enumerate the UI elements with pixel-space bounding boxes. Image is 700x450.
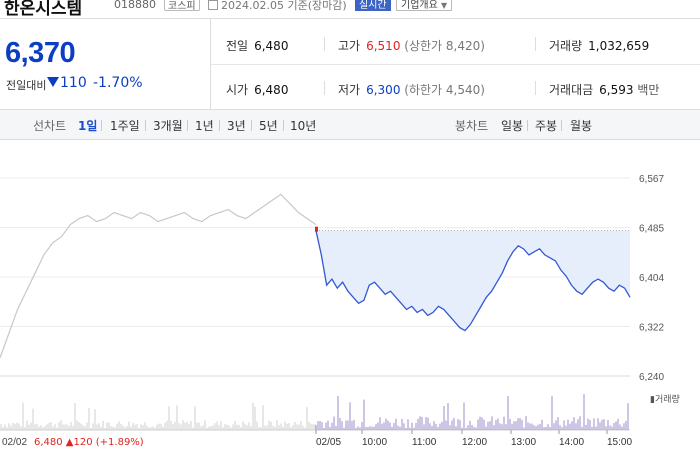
- toolbar-divider: [145, 120, 146, 131]
- stock-header: 한온시스템 018880 코스피 2024.02.05 기준(장마감) 실시간 …: [0, 0, 700, 19]
- calendar-icon: [208, 0, 218, 10]
- realtime-button[interactable]: 실시간: [355, 0, 391, 11]
- volume: 거래량 1,032,659: [549, 37, 649, 54]
- today-line: [315, 230, 631, 332]
- amount-unit: 백만: [637, 83, 660, 97]
- base-date: 2024.02.05 기준(장마감): [208, 0, 347, 13]
- company-info-label: 기업개요: [401, 0, 438, 11]
- summary-row-divider: [210, 64, 700, 65]
- volume-label: 거래량: [549, 39, 583, 53]
- current-price: 6,370: [5, 37, 76, 69]
- x-tick-label: 10:00: [362, 437, 387, 448]
- open-value: 6,480: [254, 83, 289, 97]
- x-tick-label: 12:00: [462, 437, 487, 448]
- change-label: 전일대비: [6, 79, 47, 92]
- company-info-dropdown[interactable]: 기업개요 ▼: [396, 0, 453, 11]
- candle-chart-label: 봉차트: [455, 119, 489, 133]
- prev-day-date: 02/02: [2, 437, 27, 448]
- period-1d[interactable]: 1일: [78, 119, 98, 133]
- y-tick-label: 6,240: [639, 372, 664, 383]
- y-tick-label: 6,485: [639, 224, 664, 235]
- volume-label: ▮거래량: [650, 393, 680, 405]
- lower-limit: (하한가 4,540): [404, 83, 485, 97]
- x-tick-label: 11:00: [412, 437, 437, 448]
- period-3y[interactable]: 3년: [227, 119, 246, 133]
- y-tick-label: 6,404: [639, 273, 664, 284]
- cell-divider: [324, 37, 325, 51]
- period-1y[interactable]: 1년: [195, 119, 214, 133]
- period-10y[interactable]: 10년: [290, 119, 317, 133]
- volume-value: 1,032,659: [588, 39, 650, 53]
- stock-code: 018880: [114, 0, 156, 11]
- amount-value: 6,593: [599, 83, 634, 97]
- cell-divider: [535, 37, 536, 51]
- toolbar-divider: [561, 120, 562, 131]
- trade-amount: 거래대금 6,593 백만: [549, 81, 659, 98]
- x-tick-label: 13:00: [511, 437, 536, 448]
- toolbar-divider: [101, 120, 102, 131]
- period-3m[interactable]: 3개월: [153, 119, 183, 133]
- price-summary: 6,370 전일대비 110 -1.70% 전일 6,480 고가 6,510 (상…: [0, 18, 700, 110]
- prev-day-change: 6,480 ▲120 (+1.89%): [34, 437, 144, 448]
- toolbar-divider: [187, 120, 188, 131]
- toolbar-divider: [527, 120, 528, 131]
- upper-limit: (상한가 8,420): [404, 39, 485, 53]
- toolbar-divider: [283, 120, 284, 131]
- chart-grid: [0, 177, 630, 434]
- x-tick-label: 02/05: [316, 437, 341, 448]
- change-value: 110: [47, 75, 87, 91]
- candle-monthly[interactable]: 월봉: [570, 119, 593, 133]
- candle-weekly[interactable]: 주봉: [535, 119, 558, 133]
- amount-label: 거래대금: [549, 83, 594, 97]
- x-tick-label: 14:00: [559, 437, 584, 448]
- candle-daily[interactable]: 일봉: [501, 119, 524, 133]
- toolbar-divider: [251, 120, 252, 131]
- y-tick-label: 6,322: [639, 323, 664, 334]
- change-amount: 110: [60, 75, 87, 91]
- low-value: 6,300: [366, 83, 401, 97]
- market-badge: 코스피: [164, 0, 200, 12]
- period-1w[interactable]: 1주일: [110, 119, 140, 133]
- prev-day-line: [0, 193, 317, 359]
- change-percent: -1.70%: [93, 75, 143, 91]
- stock-name[interactable]: 한온시스템: [4, 0, 83, 19]
- prev-close-value: 6,480: [254, 39, 289, 53]
- intraday-chart[interactable]: 6,567 6,485 6,404 6,322 6,240 ▮거래량 02/02 6,480 …: [0, 140, 700, 450]
- open-label: 시가: [226, 83, 249, 97]
- prev-close-label: 전일: [226, 39, 249, 53]
- low-label: 저가: [338, 83, 361, 97]
- down-triangle-icon: [47, 77, 59, 87]
- high-price: 고가 6,510 (상한가 8,420): [338, 37, 485, 54]
- axis-labels: 6,567 6,485 6,404 6,322 6,240 ▮거래량 02/02 6,480 …: [2, 174, 680, 448]
- y-tick-label: 6,567: [639, 174, 664, 185]
- base-date-text: 2024.02.05 기준(장마감): [221, 0, 347, 12]
- cell-divider: [324, 81, 325, 95]
- toolbar-divider: [219, 120, 220, 131]
- prev-day-series: [0, 193, 317, 359]
- x-tick-label: 15:00: [607, 437, 632, 448]
- period-5y[interactable]: 5년: [259, 119, 278, 133]
- volume-bars: [0, 394, 629, 430]
- open-price: 시가 6,480: [226, 81, 288, 98]
- chevron-down-icon: ▼: [441, 1, 448, 10]
- open-marker: [315, 226, 318, 232]
- line-chart-label: 선차트: [33, 119, 67, 133]
- chart-toolbar: 선차트 1일 1주일 3개월 1년 3년 5년 10년 봉차트 일봉 주봉 월봉: [0, 110, 700, 140]
- low-price: 저가 6,300 (하한가 4,540): [338, 81, 485, 98]
- today-series: [315, 226, 631, 332]
- today-fill: [316, 230, 630, 331]
- prev-close: 전일 6,480: [226, 37, 288, 54]
- high-value: 6,510: [366, 39, 401, 53]
- high-label: 고가: [338, 39, 361, 53]
- cell-divider: [535, 81, 536, 95]
